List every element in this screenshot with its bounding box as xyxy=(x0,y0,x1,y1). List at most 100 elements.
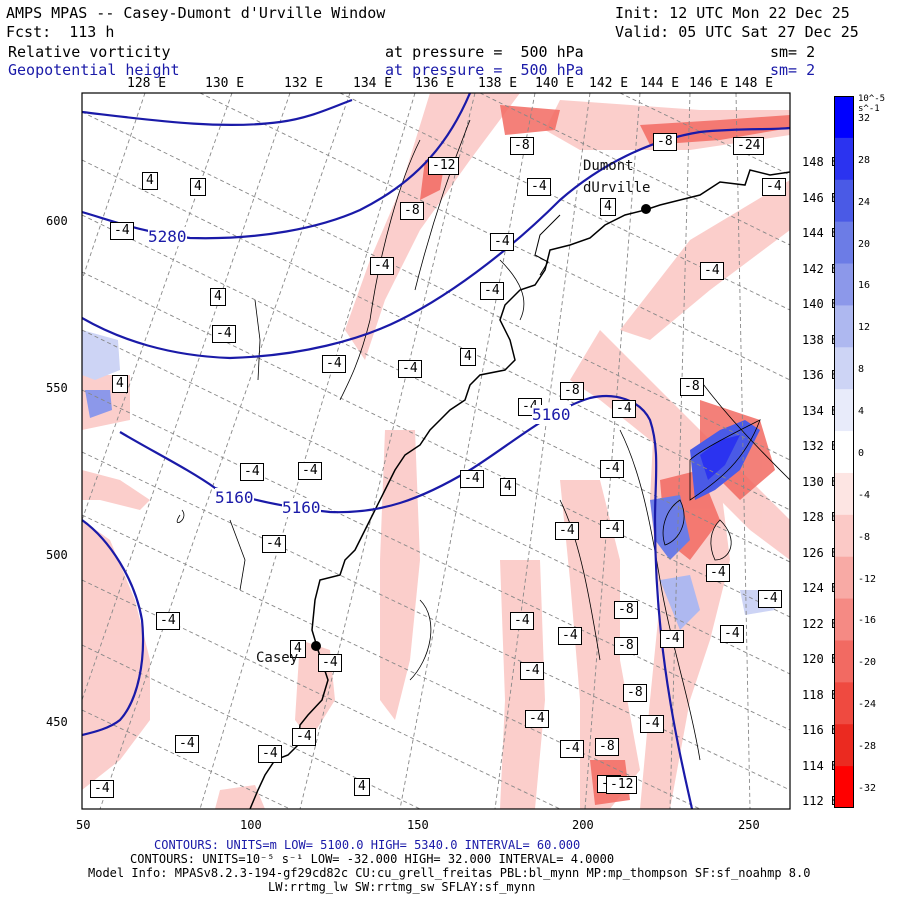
vorticity-contour-label: -8 xyxy=(653,133,677,151)
right-lon-label: 140 E xyxy=(802,297,839,311)
lon-label: 142 E xyxy=(589,76,629,91)
colorbar-swatch xyxy=(834,598,854,641)
vorticity-contour-label: -4 xyxy=(560,740,584,758)
station-dumont: Dumont dUrville xyxy=(583,155,703,199)
colorbar-swatch xyxy=(834,305,854,348)
colorbar-label: 4 xyxy=(858,406,865,418)
colorbar-swatch xyxy=(834,431,854,474)
colorbar-swatch xyxy=(834,96,854,139)
vorticity-contour-label: -4 xyxy=(318,654,342,672)
right-lon-label: 130 E xyxy=(802,474,839,489)
height-label: 5160 xyxy=(215,488,254,507)
y-tick: 450 xyxy=(46,715,68,729)
vorticity-contour-label: -8 xyxy=(623,684,647,702)
vorticity-contour-label: -4 xyxy=(700,262,724,280)
field2-smooth: sm= 2 xyxy=(770,61,816,79)
vorticity-contour-label: 4 xyxy=(290,640,306,658)
colorbar-swatch xyxy=(834,766,854,808)
field1-pressure: at pressure = 500 hPa xyxy=(385,43,584,61)
y-tick: 550 xyxy=(46,381,68,395)
x-tick: 150 xyxy=(407,818,429,832)
vorticity-contour-label: -4 xyxy=(240,463,264,481)
colorbar-swatch xyxy=(834,347,854,390)
colorbar-swatch xyxy=(834,514,854,558)
right-lon-label: 134 E xyxy=(802,403,839,418)
forecast-hour: Fcst: 113 h xyxy=(6,23,115,41)
vorticity-contours xyxy=(176,119,790,761)
init-time: Init: 12 UTC Mon 22 Dec 25 xyxy=(615,4,850,22)
vorticity-contour-label: 4 xyxy=(112,375,128,393)
colorbar-label: 12 xyxy=(858,322,871,334)
vorticity-contour-label: -8 xyxy=(614,601,638,619)
station-name: Casey xyxy=(256,650,299,666)
vorticity-contour-label: -8 xyxy=(680,378,704,396)
vorticity-contour-label: -4 xyxy=(110,222,134,240)
vorticity-contour-label: -8 xyxy=(510,137,534,155)
right-lon-label: 124 E xyxy=(802,581,839,595)
field1-smooth: sm= 2 xyxy=(770,43,816,61)
field1-name: Relative vorticity xyxy=(8,43,171,61)
right-lon-label: 142 E xyxy=(802,261,839,276)
vorticity-contour-label: -4 xyxy=(262,535,286,553)
right-lon-label: 136 E xyxy=(802,368,839,382)
positive-vorticity-shading xyxy=(82,330,775,630)
right-lon-label: 122 E xyxy=(802,616,839,631)
lon-label: 132 E xyxy=(284,76,324,91)
right-lon-label: 114 E xyxy=(802,758,839,773)
colorbar-swatch xyxy=(834,556,854,600)
vorticity-contour-label: -4 xyxy=(555,522,579,540)
vorticity-contour-label: 4 xyxy=(190,178,206,196)
colorbar-unit: 10^-5 s^-1 xyxy=(858,94,886,114)
lon-label: 140 E xyxy=(535,76,575,91)
ice-shelf-line xyxy=(534,214,561,276)
right-lon-label: 146 E xyxy=(802,190,839,205)
right-lon-label: 128 E xyxy=(802,510,839,524)
right-lon-label: 126 E xyxy=(802,545,839,560)
vorticity-contour-label: -4 xyxy=(558,627,582,645)
colorbar-label: -20 xyxy=(858,657,877,669)
colorbar-label: -28 xyxy=(858,741,877,753)
colorbar-swatch xyxy=(834,221,854,265)
colorbar-swatch xyxy=(834,263,854,306)
vorticity-contour-label: 4 xyxy=(500,478,516,496)
colorbar-label: -12 xyxy=(858,573,877,585)
right-lon-label: 148 E xyxy=(802,155,839,169)
x-tick: 100 xyxy=(240,818,262,832)
x-tick: 50 xyxy=(76,818,91,832)
model-title: AMPS MPAS -- Casey-Dumont d'Urville Wind… xyxy=(6,4,386,22)
right-lon-label: 144 E xyxy=(802,226,839,240)
height-label: 5160 xyxy=(282,498,321,517)
right-lon-label: 120 E xyxy=(802,652,839,666)
colorbar-label: 8 xyxy=(858,364,865,376)
lon-label: 136 E xyxy=(415,76,455,91)
field2-name: Geopotential height xyxy=(8,61,180,79)
vorticity-contour-label: 4 xyxy=(600,198,616,216)
vorticity-contour-label: -4 xyxy=(720,625,744,643)
colorbar-label: 24 xyxy=(858,196,871,208)
vorticity-contour-label: -8 xyxy=(614,637,638,655)
right-lon-label: 132 E xyxy=(802,439,839,453)
vorticity-contour-label: -4 xyxy=(292,728,316,746)
vorticity-contour-label: -4 xyxy=(258,745,282,763)
colorbar-label: -16 xyxy=(858,615,877,627)
colorbar-label: -24 xyxy=(858,699,877,711)
vorticity-contour-label: -4 xyxy=(398,360,422,378)
station-casey: Casey xyxy=(256,650,298,666)
colorbar-swatch xyxy=(834,389,854,432)
station-name: Dumont dUrville xyxy=(583,158,651,196)
vorticity-contour-label: -4 xyxy=(510,612,534,630)
right-lon-label: 138 E xyxy=(802,332,839,347)
lon-label: 128 E xyxy=(127,76,167,91)
footer-vorticity-contours: CONTOURS: UNITS=10⁻⁵ s⁻¹ LOW= -32.000 HI… xyxy=(130,852,615,866)
colorbar-label: 32 xyxy=(858,112,871,124)
lon-label: 138 E xyxy=(478,76,518,91)
vorticity-contour-label: -4 xyxy=(640,715,664,733)
height-label: 5160 xyxy=(532,405,571,424)
vorticity-contour-label: -4 xyxy=(322,355,346,373)
field2-pressure: at pressure = 500 hPa xyxy=(385,61,584,79)
height-contours xyxy=(82,93,790,809)
vorticity-contour-label: -4 xyxy=(520,662,544,680)
footer-physics: LW:rrtmg_lw SW:rrtmg_sw SFLAY:sf_mynn xyxy=(268,880,536,894)
lon-label: 146 E xyxy=(689,76,729,91)
